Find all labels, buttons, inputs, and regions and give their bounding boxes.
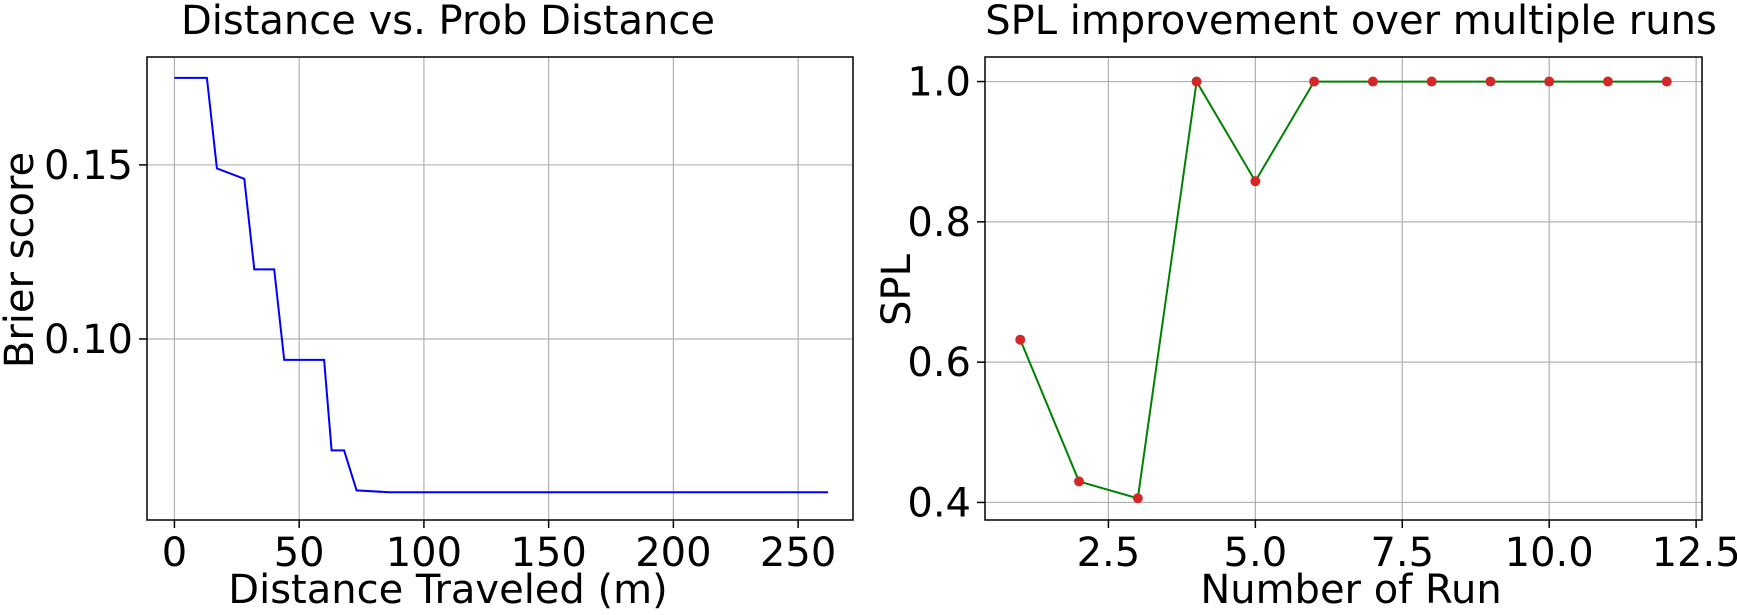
- tick-labels: 2.5 5.0 7.5 10.0 12.5 0.4 0.6 0.8 1.0: [907, 60, 1737, 576]
- brier-score-chart: Distance vs. Prob Distance Distance Trav…: [0, 0, 854, 613]
- data-point: [1544, 76, 1555, 87]
- y-tick-label: 0.10: [44, 317, 133, 363]
- y-axis-label: SPL: [874, 253, 920, 326]
- plot-lines: [174, 76, 829, 494]
- x-tick-label: 5.0: [1224, 530, 1288, 576]
- data-point: [1602, 76, 1613, 87]
- x-tick-label: 200: [635, 530, 711, 576]
- data-point: [1074, 476, 1085, 487]
- x-tick-label: 7.5: [1370, 530, 1434, 576]
- grid: [985, 57, 1702, 520]
- plot-frame: [984, 56, 1703, 521]
- x-tick-label: 2.5: [1077, 530, 1141, 576]
- tick-labels: 0 50 100 150 200 250 0.10 0.15: [44, 143, 836, 576]
- data-point: [1191, 76, 1202, 87]
- y-tick-label: 1.0: [907, 60, 971, 106]
- x-tick-label: 150: [510, 530, 586, 576]
- x-axis-label: Distance Traveled (m): [228, 567, 667, 613]
- data-point: [1309, 76, 1320, 87]
- x-tick-label: 10.0: [1505, 530, 1594, 576]
- y-tick-label: 0.4: [907, 480, 971, 526]
- y-tick-label: 0.15: [44, 143, 133, 189]
- data-point: [1250, 176, 1261, 187]
- data-point: [1426, 76, 1437, 87]
- x-tick-label: 12.5: [1652, 530, 1737, 576]
- spl-chart: SPL improvement over multiple runs Numbe…: [874, 0, 1737, 613]
- x-tick-label: 50: [274, 530, 325, 576]
- x-tick-label: 0: [162, 530, 187, 576]
- data-point: [1367, 76, 1378, 87]
- x-tick-label: 250: [760, 530, 836, 576]
- y-axis-label: Brier score: [0, 152, 43, 368]
- data-point: [1132, 493, 1143, 504]
- plot-lines: [1015, 76, 1672, 504]
- plot-frame: [146, 56, 854, 521]
- data-point: [1485, 76, 1496, 87]
- y-tick-label: 0.6: [907, 340, 971, 386]
- chart-title: SPL improvement over multiple runs: [985, 0, 1717, 44]
- x-axis-label: Number of Run: [1200, 567, 1501, 613]
- grid: [147, 57, 853, 520]
- series-line: [174, 76, 829, 494]
- series-line: [1019, 78, 1667, 500]
- y-tick-label: 0.8: [907, 200, 971, 246]
- data-point: [1661, 76, 1672, 87]
- data-point: [1015, 334, 1026, 345]
- x-tick-label: 100: [386, 530, 462, 576]
- chart-title: Distance vs. Prob Distance: [181, 0, 715, 44]
